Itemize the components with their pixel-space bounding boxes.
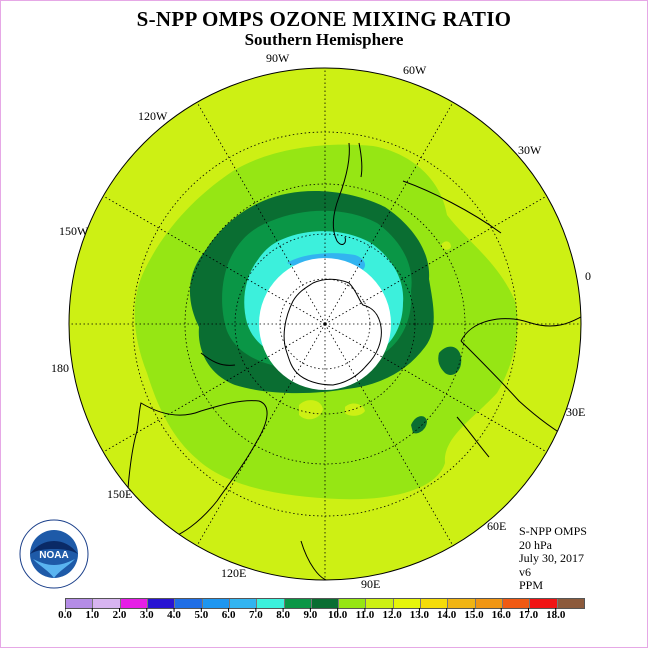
meridian-line [196,102,326,325]
colorbar-tick-label: 1.0 [85,609,100,621]
map-boundary [68,67,582,581]
colorbar-tick-label: 6.0 [221,609,236,621]
lon-label-30e: 30E [566,405,586,419]
ozone-blob-high-1 [299,400,323,420]
map-subtitle: Southern Hemisphere [244,30,404,49]
map-title: S-NPP OMPS OZONE MIXING RATIO [136,7,512,31]
colorbar-swatch [421,599,449,608]
colorbar-swatch [393,599,422,608]
lon-label-30w: 30W [518,143,542,157]
colorbar-swatch [503,599,531,608]
lon-label-150w: 150W [59,224,89,238]
colorbar-tick-label: 17.0 [518,609,539,621]
colorbar-swatch [557,599,584,608]
coastlines [126,142,581,580]
info-units: PPM [519,578,544,592]
colorbar-tick-label: 14.0 [437,609,457,621]
antarctica-coast [283,278,382,386]
colorbar-tick-label: 18.0 [546,609,566,621]
info-level: 20 hPa [519,537,552,552]
colorbar-ticks [65,608,557,612]
colorbar-swatch [120,599,148,608]
noaa-logo-text: NOAA [39,550,68,561]
lon-label-120e: 120E [221,566,247,580]
colorbar-tick-label: 7.0 [248,609,263,621]
colorbar-swatch [530,599,558,608]
meridian-line [324,323,454,546]
noaa-logo: NOAA [19,519,89,589]
lon-label-150e: 150E [107,487,133,501]
info-version: v6 [519,564,531,579]
colorbar [65,598,585,609]
colorbar-swatch [311,599,340,608]
colorbar-tick-label: 4.0 [167,609,181,621]
colorbar-swatch [284,599,312,608]
colorbar-tick-label: 10.0 [328,609,348,621]
colorbar-tick-label: 3.0 [139,609,154,621]
lon-label-60e: 60E [487,519,507,533]
ozone-blob-high-3 [441,241,451,250]
colorbar-swatch [147,599,176,608]
new-zealand-coast [200,352,236,366]
meridian-line [196,323,326,546]
colorbar-swatch [66,599,94,608]
meridian-line [103,323,326,453]
ozone-blob-east [438,346,462,376]
info-instrument: S-NPP OMPS [519,524,587,538]
colorbar-swatch [448,599,476,608]
lon-label-180: 180 [51,361,69,375]
meridian-line [324,323,547,453]
colorbar-tick-label: 11.0 [355,609,375,621]
lon-label-90e: 90E [361,577,381,591]
meridian-line [103,195,326,325]
colorbar-swatch [202,599,230,608]
lon-label-0: 0 [585,269,591,283]
colorbar-tick-label: 12.0 [382,609,402,621]
colorbar-tick-label: 5.0 [194,609,209,621]
meridian-line [324,102,454,325]
madagascar-coast [456,416,490,458]
colorbar-tick-label: 15.0 [464,609,484,621]
lon-label-90w: 90W [266,51,290,65]
ozone-blob-southeast [411,416,427,434]
south-america-coast [332,142,350,245]
colorbar-tick-label: 16.0 [491,609,511,621]
colorbar-swatch [475,599,503,608]
lon-label-120w: 120W [138,109,168,123]
australia-coast [126,400,268,542]
graticule-meridians [69,68,581,580]
colorbar-swatch [366,599,394,608]
colorbar-tick-label: 13.0 [409,609,430,621]
meridian-line [324,195,547,325]
colorbar-tick-label: 2.0 [112,609,127,621]
colorbar-swatch [257,599,285,608]
colorbar-tick-label: 0.0 [58,609,72,621]
colorbar-swatch [229,599,258,608]
info-block: S-NPP OMPS 20 hPa July 30, 2017 v6 PPM [519,524,587,593]
lon-label-60w: 60W [403,63,427,77]
colorbar-tick-label: 8.0 [276,609,290,621]
colorbar-labels: 0.0 1.0 2.0 3.0 4.0 5.0 6.0 7.0 8.0 9.0 10.0 11.0 12… [1,609,647,623]
colorbar-tick-label: 9.0 [303,609,318,621]
colorbar-swatch [175,599,203,608]
south-pole-dot [323,322,327,326]
colorbar-swatch [339,599,367,608]
colorbar-swatch [93,599,121,608]
info-date: July 30, 2017 [519,551,585,565]
